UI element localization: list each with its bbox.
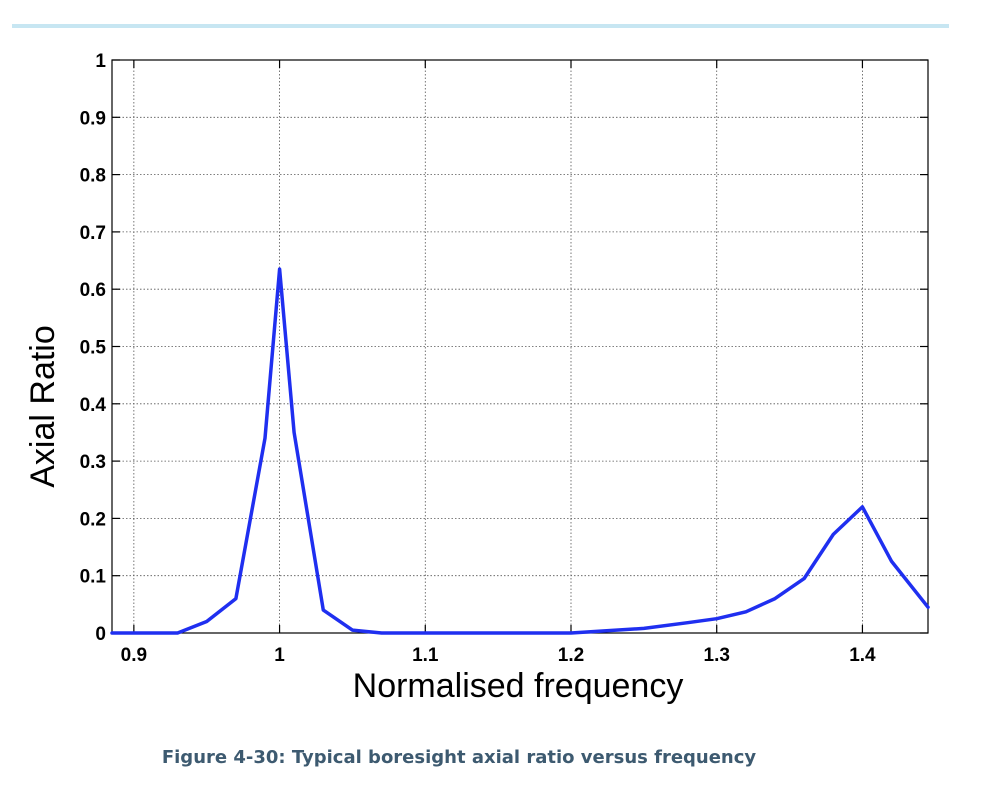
y-axis-label: Axial Ratio — [24, 325, 62, 488]
x-tick-label-5: 1.4 — [849, 645, 876, 666]
x-tick-label-4: 1.3 — [704, 645, 730, 666]
x-tick-label-0: 0.9 — [121, 645, 147, 666]
ticks: 0.9 1 1.1 1.2 1.3 1.4 0 0.1 0.2 0.3 0.4 0.5 0.6 0.7 0.… — [80, 51, 928, 666]
y-tick-label-8: 0.8 — [80, 166, 106, 187]
x-tick-label-1: 1 — [274, 645, 285, 666]
y-tick-label-5: 0.5 — [80, 338, 107, 359]
y-tick-label-9: 0.9 — [80, 108, 106, 129]
figure-caption: Figure 4-30: Typical boresight axial rat… — [0, 747, 982, 768]
y-tick-label-6: 0.6 — [80, 280, 106, 301]
x-tick-label-2: 1.1 — [412, 645, 439, 666]
y-tick-label-7: 0.7 — [80, 223, 106, 244]
x-axis-label: Normalised frequency — [353, 667, 684, 705]
figure-caption-text: Figure 4-30: Typical boresight axial rat… — [161, 747, 757, 768]
y-tick-label-3: 0.3 — [80, 452, 106, 473]
y-tick-label-1: 0.1 — [80, 567, 107, 588]
grid — [112, 59, 928, 634]
top-divider — [12, 24, 949, 28]
series-layer — [110, 267, 930, 635]
y-tick-label-0: 0 — [95, 624, 106, 645]
x-tick-label-3: 1.2 — [558, 645, 584, 666]
series-line-0 — [110, 267, 930, 635]
y-tick-label-4: 0.4 — [80, 395, 107, 416]
y-tick-label-10: 1 — [95, 51, 106, 72]
axial-ratio-chart: 0.9 1 1.1 1.2 1.3 1.4 0 0.1 0.2 0.3 0.4 0.5 0.6 0.7 0.… — [24, 51, 930, 705]
y-tick-label-2: 0.2 — [80, 509, 106, 530]
